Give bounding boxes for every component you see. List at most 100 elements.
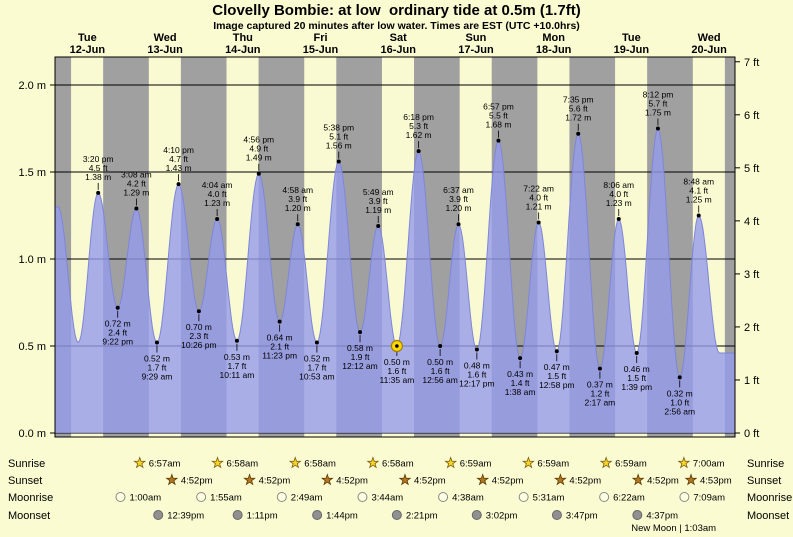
low-tide-label: 1:38 am <box>505 387 536 397</box>
axis-label-ft: 5 ft <box>744 163 759 175</box>
day-label: Mon 18-Jun <box>536 32 572 56</box>
low-tide-label: 0.50 m <box>427 357 453 367</box>
high-tide-label: 3:20 pm <box>83 154 114 164</box>
high-tide-label: 5.7 ft <box>648 99 668 109</box>
chart-title: Clovelly Bombie: at low ordinary tide at… <box>212 2 581 19</box>
tide-point-dot <box>597 366 602 371</box>
high-tide-label: 4.9 ft <box>249 144 269 154</box>
low-tide-label: 2.4 ft <box>108 328 128 338</box>
astro-time-label: 7:09am <box>693 493 725 504</box>
sunrise-star-icon <box>288 456 302 469</box>
low-tide-label: 2.1 ft <box>270 342 290 352</box>
high-tide-label: 4.0 ft <box>609 189 629 199</box>
low-tide-label: 1.2 ft <box>590 389 610 399</box>
high-tide-label: 1.29 m <box>123 188 149 198</box>
sunrise-star-icon <box>599 456 613 469</box>
moonrise-icon <box>115 492 126 502</box>
astro-time-label: 6:22am <box>613 493 645 504</box>
low-tide-label: 0.72 m <box>105 319 131 329</box>
low-tide-label: 1.6 ft <box>467 369 487 379</box>
low-tide-label: 9:22 pm <box>102 337 133 347</box>
moonrise-icon <box>276 492 287 502</box>
astro-time-label: 1:00am <box>129 493 161 504</box>
moonrise-icon <box>679 492 690 502</box>
axis-label-m: 0.0 m <box>18 428 46 440</box>
moonset-icon <box>232 510 243 520</box>
sunrise-star-icon <box>366 456 380 469</box>
low-tide-label: 1.7 ft <box>307 363 327 373</box>
low-tide-label: 0.64 m <box>267 333 293 343</box>
low-tide-label: 2.3 ft <box>189 331 209 341</box>
low-tide-label: 1.6 ft <box>431 366 451 376</box>
high-tide-label: 6:57 pm <box>483 102 514 112</box>
day-label: Sun 17-Jun <box>458 32 494 56</box>
high-tide-label: 1.43 m <box>166 163 192 173</box>
axis-label-ft: 2 ft <box>744 322 759 334</box>
low-tide-label: 0.58 m <box>347 343 373 353</box>
sunrise-star-icon <box>133 456 147 469</box>
axis-label-ft: 4 ft <box>744 216 759 228</box>
moonset-icon <box>551 510 562 520</box>
astro-time-label: 5:31am <box>533 493 565 504</box>
high-tide-label: 1.62 m <box>406 130 432 140</box>
high-tide-label: 5.1 ft <box>329 132 349 142</box>
astro-time-label: 1:11pm <box>247 511 278 522</box>
high-tide-label: 4:56 pm <box>243 135 274 145</box>
sunset-star-icon <box>320 473 334 486</box>
tide-point-dot <box>295 222 300 227</box>
low-tide-label: 0.48 m <box>464 360 490 370</box>
astro-time-label: 3:02pm <box>486 511 518 522</box>
high-tide-label: 1.68 m <box>485 120 511 130</box>
day-label: Wed 20-Jun <box>691 32 727 56</box>
astro-row-label-right-moonrise: Moonrise <box>747 492 792 504</box>
moonset-icon <box>471 510 482 520</box>
astro-time-label: 4:53pm <box>700 476 732 487</box>
low-tide-label: 12:56 am <box>422 375 457 385</box>
low-tide-label: 12:58 pm <box>539 380 574 390</box>
tide-point-dot <box>677 375 682 380</box>
astro-row-label-left-sunrise: Sunrise <box>8 458 45 470</box>
astro-time-label: 3:47pm <box>566 511 598 522</box>
moonrise-icon <box>518 492 529 502</box>
high-tide-label: 1.56 m <box>326 141 352 151</box>
low-tide-label: 0.43 m <box>507 369 533 379</box>
high-tide-label: 4.2 ft <box>127 179 147 189</box>
high-tide-label: 4.7 ft <box>169 154 189 164</box>
tide-point-dot <box>277 319 282 324</box>
astro-time-label: 6:58am <box>382 459 414 470</box>
high-tide-label: 4:04 am <box>202 180 233 190</box>
low-tide-label: 10:11 am <box>220 370 255 380</box>
high-tide-label: 4.1 ft <box>689 186 709 196</box>
tide-point-dot <box>554 349 559 354</box>
axis-label-m: 1.0 m <box>18 254 46 266</box>
high-tide-label: 5:38 pm <box>323 123 354 133</box>
low-tide-label: 1.7 ft <box>227 361 247 371</box>
sunrise-star-icon <box>522 456 535 469</box>
low-tide-label: 0.52 m <box>144 354 170 364</box>
astro-row-label-right-sunset: Sunset <box>747 475 781 487</box>
low-tide-label: 12:12 am <box>342 361 377 371</box>
astro-time-label: 4:38am <box>452 493 484 504</box>
moonrise-icon <box>357 492 368 502</box>
astro-row-label-left-moonrise: Moonrise <box>8 492 53 504</box>
axis-label-ft: 3 ft <box>744 269 759 281</box>
high-tide-label: 4.0 ft <box>529 192 549 202</box>
moonset-icon <box>391 510 402 520</box>
astro-row-label-right-sunrise: Sunrise <box>747 458 784 470</box>
low-tide-label: 10:26 pm <box>181 340 216 350</box>
day-label: Sat 16-Jun <box>381 32 417 56</box>
axis-label-m: 2.0 m <box>18 80 46 92</box>
high-tide-label: 6:37 am <box>443 185 474 195</box>
low-tide-label: 0.70 m <box>186 322 212 332</box>
astro-time-label: 4:52pm <box>492 476 524 487</box>
low-tide-label: 9:29 am <box>142 372 173 382</box>
sunset-star-icon <box>554 473 567 486</box>
high-tide-label: 1.75 m <box>645 108 671 118</box>
high-tide-label: 1.20 m <box>285 203 311 213</box>
sunset-star-icon <box>684 473 698 486</box>
tide-point-dot <box>96 190 101 195</box>
moonset-icon <box>312 510 323 520</box>
low-tide-label: 11:35 am <box>379 375 414 385</box>
axis-label-m: 0.5 m <box>18 341 46 353</box>
